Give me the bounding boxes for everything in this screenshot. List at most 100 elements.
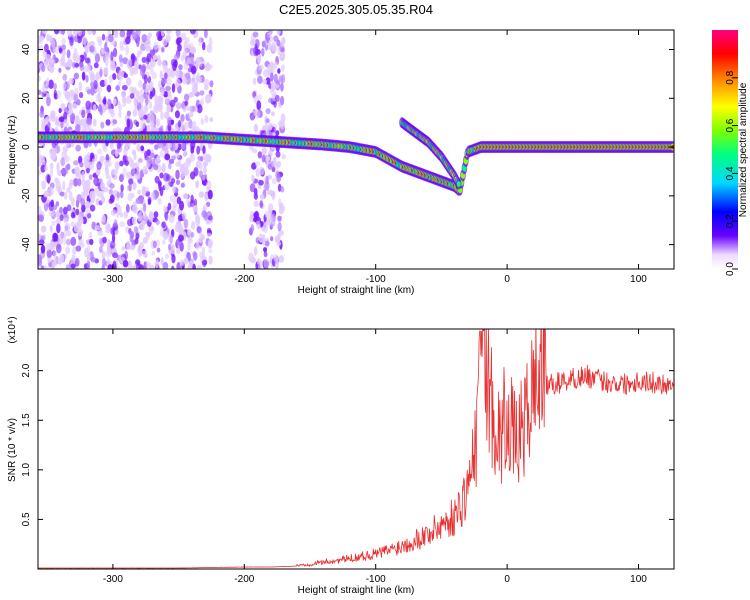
heatmap-cell: [272, 156, 277, 167]
heatmap-cell: [49, 225, 54, 233]
heatmap-cell: [193, 166, 199, 177]
heatmap-cell: [40, 265, 45, 269]
heatmap-cell: [269, 214, 275, 221]
heatmap-cell: [81, 179, 87, 187]
heatmap-cell: [134, 237, 139, 245]
heatmap-cell: [250, 257, 257, 264]
heatmap-cell: [159, 172, 164, 179]
heatmap-cell: [253, 46, 259, 57]
heatmap-cell: [44, 166, 49, 172]
colorbar-tick-label: 0.6: [725, 118, 736, 132]
heatmap-cell: [133, 153, 137, 161]
x-tick-label: -200: [234, 274, 254, 285]
heatmap-cell: [130, 192, 135, 199]
heatmap-cell: [110, 110, 115, 118]
heatmap-cell: [278, 255, 285, 263]
heatmap-cell: [162, 38, 168, 47]
heatmap-cell: [184, 36, 190, 45]
heatmap-cell: [253, 200, 260, 208]
heatmap-cell: [175, 179, 181, 185]
heatmap-cell: [60, 168, 67, 175]
heatmap-cell: [202, 145, 206, 154]
heatmap-cell: [86, 252, 91, 262]
heatmap-cell: [192, 73, 196, 84]
heatmap-cell: [39, 110, 45, 118]
heatmap-cell: [262, 223, 269, 234]
heatmap-cell: [162, 59, 167, 70]
heatmap-cell: [85, 184, 91, 192]
heatmap-cell: [164, 72, 168, 80]
heatmap-cell: [195, 160, 201, 169]
heatmap-cell: [101, 215, 106, 223]
heatmap-cell: [186, 242, 192, 251]
heatmap-cell: [192, 205, 198, 213]
heatmap-cell: [177, 120, 182, 128]
heatmap-cell: [112, 47, 118, 58]
heatmap-cell: [120, 184, 124, 192]
heatmap-cell: [208, 255, 213, 265]
heatmap-cell: [131, 216, 137, 225]
heatmap-cell: [164, 211, 169, 221]
heatmap-cell: [41, 30, 48, 34]
heatmap-cell: [198, 36, 202, 46]
heatmap-cell: [108, 175, 112, 184]
heatmap-cell: [95, 198, 100, 206]
heatmap-cell: [277, 215, 282, 222]
x-tick-label: -100: [366, 274, 386, 285]
heatmap-cell: [139, 206, 144, 214]
heatmap-cell: [63, 111, 68, 120]
heatmap-cell: [58, 108, 62, 114]
heatmap-cell: [70, 221, 75, 228]
heatmap-cell: [56, 90, 62, 100]
heatmap-cell: [131, 87, 137, 95]
y-tick-label: 1.0: [21, 462, 32, 476]
heatmap-cell: [128, 178, 134, 185]
heatmap-cell: [139, 88, 144, 98]
heatmap-cell: [105, 119, 111, 126]
heatmap-cell: [107, 104, 112, 110]
heatmap-cell: [252, 77, 257, 85]
heatmap-cell: [62, 235, 67, 246]
heatmap-cell: [257, 75, 263, 84]
heatmap-cell: [70, 196, 75, 207]
heatmap-cell: [68, 77, 74, 85]
heatmap-cell: [112, 98, 117, 106]
heatmap-cell: [156, 239, 161, 247]
heatmap-cell: [162, 239, 166, 245]
heatmap-marks: [38, 30, 674, 269]
heatmap-cell: [271, 45, 277, 52]
heatmap-cell: [48, 79, 54, 90]
heatmap-cell: [159, 149, 164, 158]
heatmap-cell: [52, 250, 57, 258]
heatmap-cell: [109, 183, 115, 189]
heatmap-cell: [257, 151, 263, 159]
heatmap-cell: [177, 214, 183, 222]
heatmap-cell: [62, 206, 68, 215]
heatmap-cell: [275, 151, 281, 158]
heatmap-cell: [81, 109, 86, 119]
heatmap-cell: [258, 179, 264, 186]
heatmap-cell: [72, 61, 76, 69]
heatmap-cell: [280, 95, 285, 106]
heatmap-cell: [280, 113, 286, 124]
heatmap-cell: [141, 185, 147, 196]
heatmap-cell: [50, 199, 55, 208]
heatmap-cell: [272, 126, 276, 133]
heatmap-cell: [96, 161, 102, 171]
heatmap-cell: [92, 119, 97, 127]
heatmap-cell: [105, 224, 111, 234]
heatmap-cell: [137, 211, 142, 222]
heatmap-cell: [119, 190, 124, 199]
heatmap-cell: [192, 250, 197, 257]
heatmap-cell: [68, 182, 73, 190]
heatmap-cell: [139, 67, 145, 77]
heatmap-cell: [148, 112, 155, 123]
heatmap-cell: [104, 42, 108, 52]
heatmap-cell: [129, 92, 135, 99]
heatmap-cell: [143, 203, 147, 213]
heatmap-cell: [167, 90, 172, 98]
heatmap-cell: [84, 57, 91, 64]
heatmap-cell: [96, 36, 103, 43]
heatmap-cell: [49, 162, 54, 169]
heatmap-cell: [190, 220, 196, 230]
